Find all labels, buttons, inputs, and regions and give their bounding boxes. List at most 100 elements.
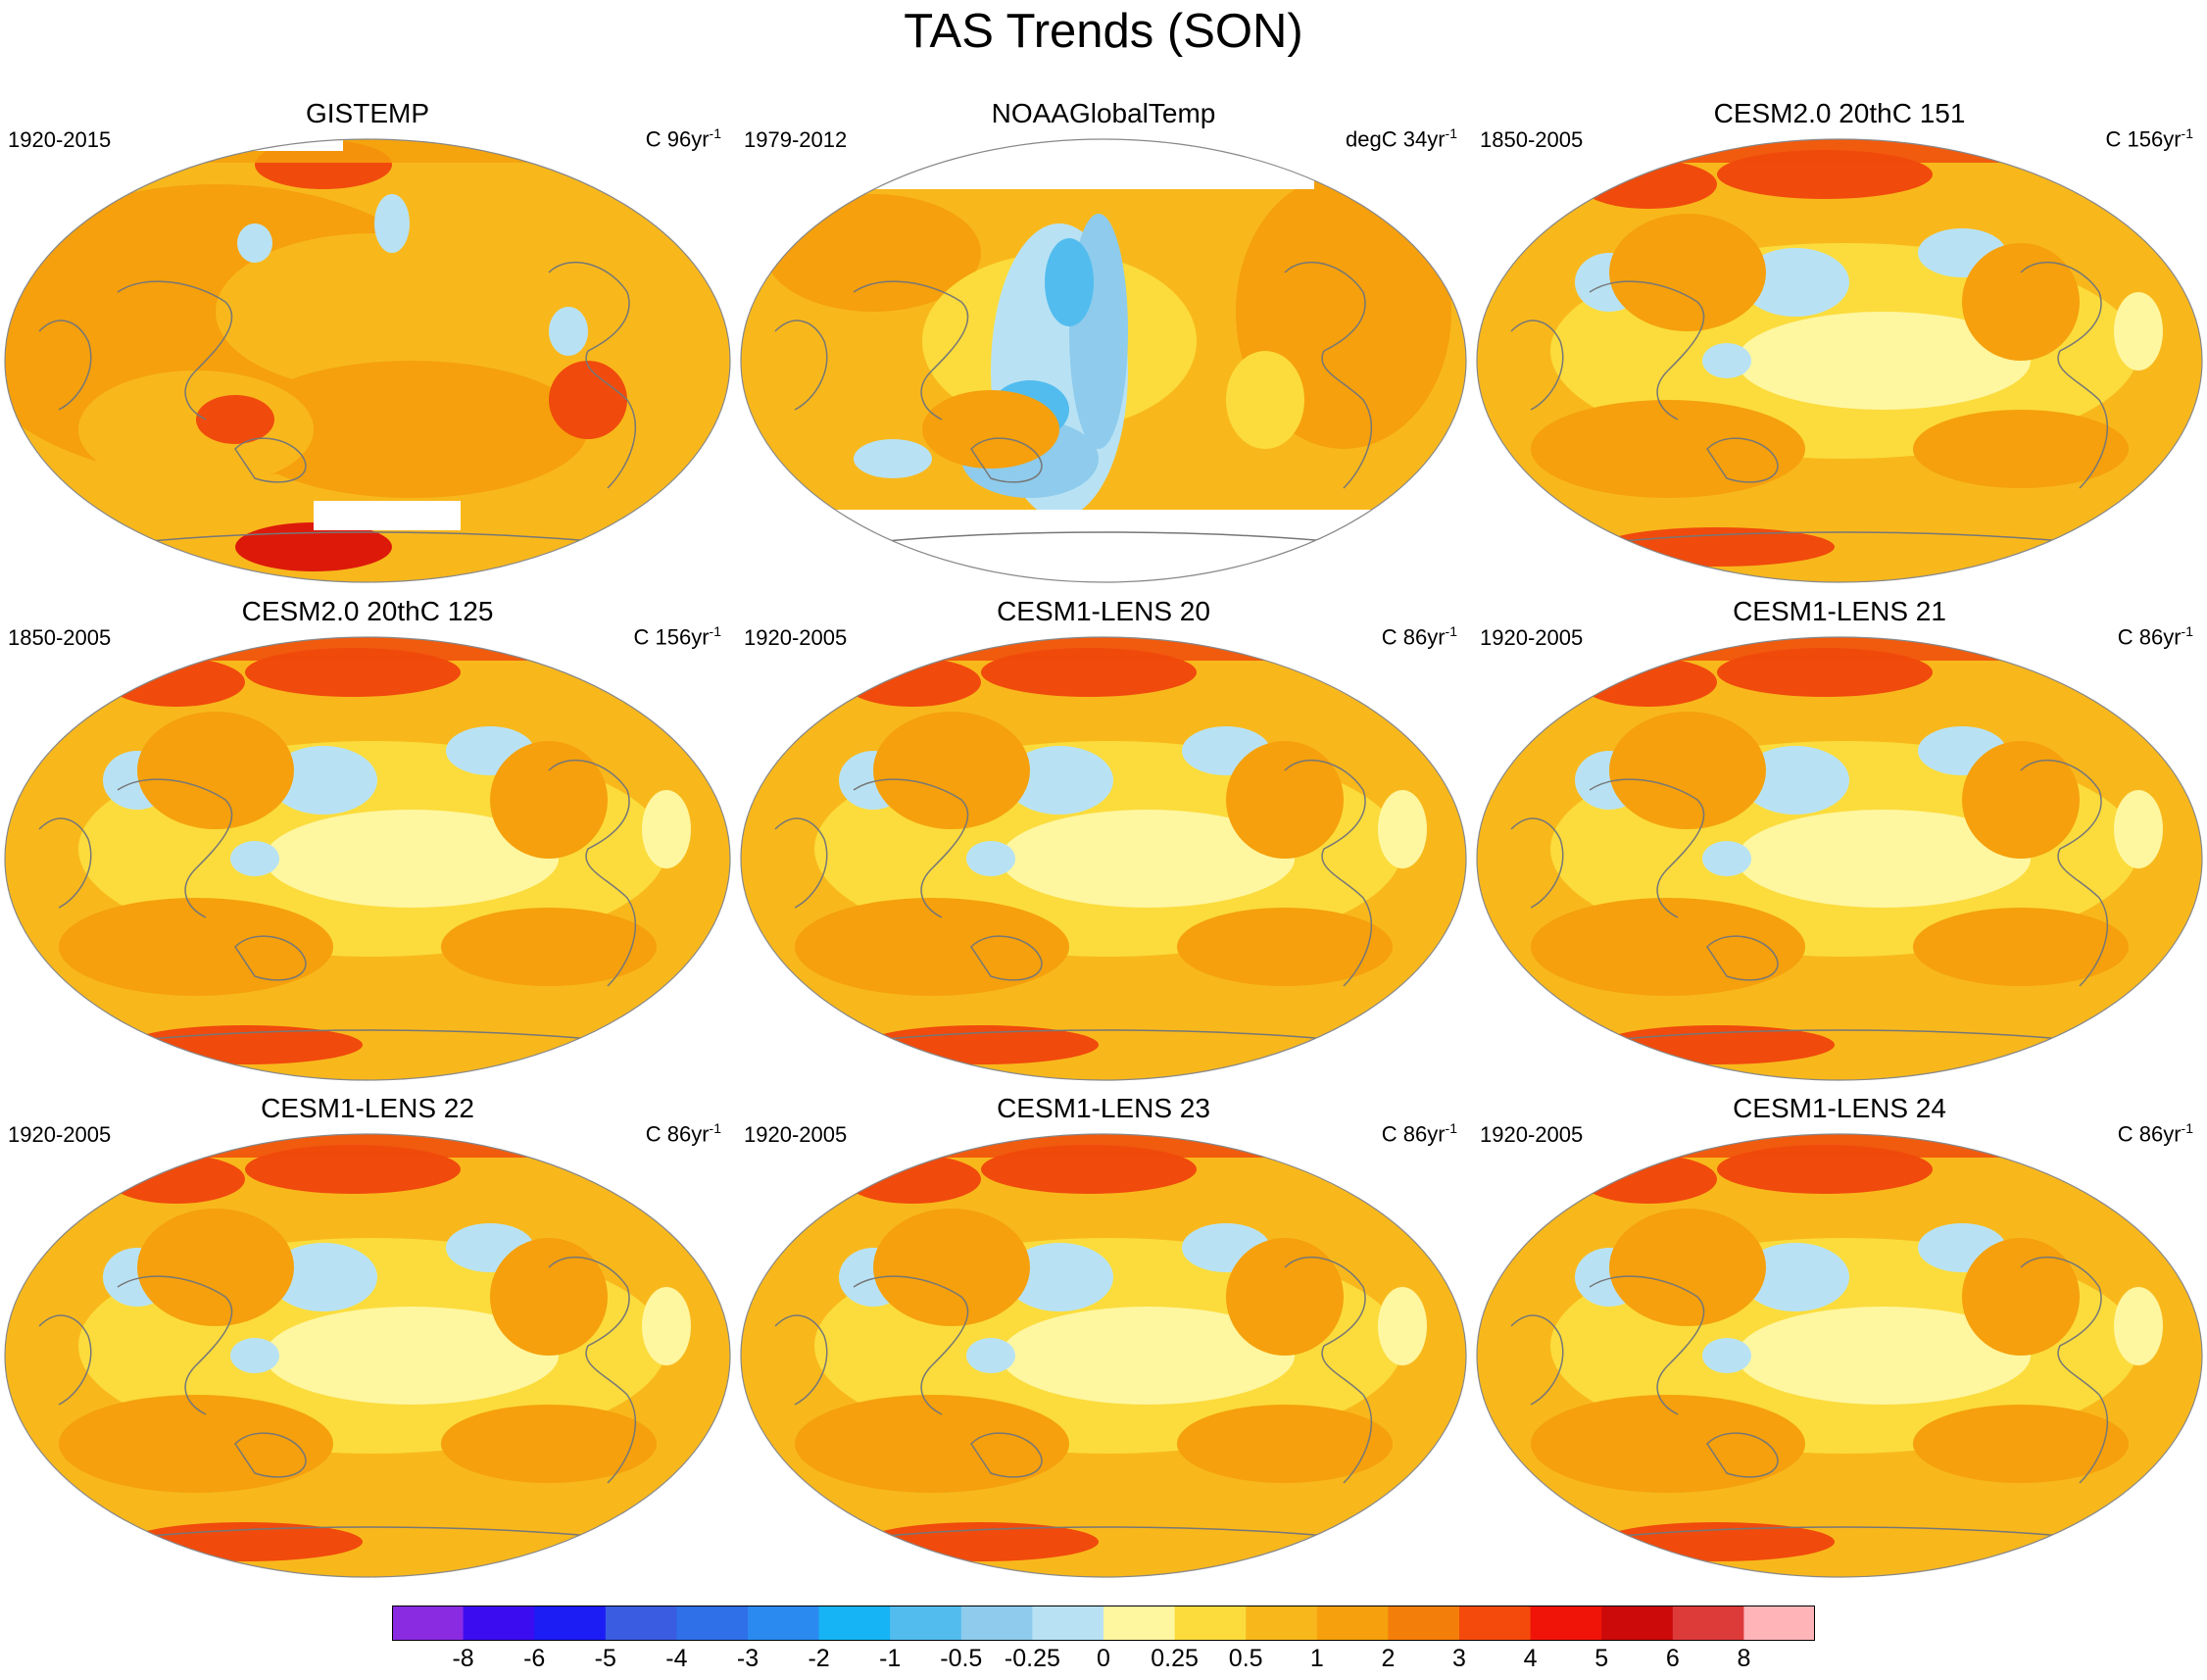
coastline (970, 437, 1043, 483)
units-label: degC 34yr-1 (1346, 125, 1457, 152)
colorbar-swatch (1388, 1606, 1460, 1641)
panel-cesm1-lens-23: CESM1-LENS 23 1920-2005 C 86yr-1 (736, 1091, 1471, 1581)
units-label: C 86yr-1 (645, 1120, 721, 1147)
coastline (833, 1029, 1384, 1046)
trend-region (1226, 741, 1344, 859)
coastline (234, 437, 307, 483)
colorbar-swatch (1104, 1606, 1176, 1641)
trend-region (1609, 1209, 1766, 1326)
trend-region (137, 1209, 294, 1326)
coastline (117, 778, 233, 918)
missing-data-antarctic (741, 510, 1466, 582)
map-outline (1476, 636, 2203, 1081)
colorbar-label: 0 (1097, 1645, 1110, 1672)
trend-region (108, 658, 245, 707)
colorbar-label: 4 (1523, 1645, 1538, 1672)
trend-region (549, 307, 588, 356)
panel-title: CESM1-LENS 24 (1733, 1093, 1946, 1123)
coastline (853, 280, 969, 420)
trend-region (642, 790, 691, 868)
colorbar-swatch (960, 1606, 1033, 1641)
missing-data-arctic (225, 139, 343, 151)
coastline (1569, 531, 2120, 548)
trend-region (265, 1307, 559, 1405)
trend-map (740, 1133, 1467, 1578)
coastline (2020, 261, 2108, 489)
coastline (97, 1526, 648, 1543)
trend-region (1001, 810, 1295, 908)
units-label: C 86yr-1 (1381, 1120, 1457, 1147)
trend-region (270, 1243, 377, 1311)
colorbar-label: -0.5 (940, 1645, 983, 1672)
colorbar-swatch (890, 1606, 962, 1641)
colorbar-swatch (1672, 1606, 1744, 1641)
colorbar-label: -3 (736, 1645, 760, 1672)
trend-region (844, 658, 981, 707)
trend-region (1962, 243, 2080, 361)
coastline (548, 759, 636, 987)
coastline (1569, 1526, 2120, 1543)
trend-region (235, 361, 588, 498)
missing-data-antarctic (314, 501, 461, 530)
map-outline (4, 636, 731, 1081)
trend-region (1378, 790, 1427, 868)
panel-title: CESM1-LENS 21 (1733, 596, 1946, 626)
panel-cesm2-151: CESM2.0 20thC 151 1850-2005 C 156yr-1 (1472, 96, 2207, 586)
trend-region (1226, 351, 1304, 449)
colorbar-label: 8 (1737, 1645, 1751, 1672)
missing-data-arctic (873, 139, 1314, 189)
trend-region (230, 1338, 279, 1373)
trend-field (741, 637, 1466, 1064)
trend-region (137, 712, 294, 829)
coastline (1706, 1432, 1779, 1478)
colorbar-swatch (818, 1606, 891, 1641)
coastline (774, 1314, 828, 1406)
panel-title: CESM2.0 20thC 125 (241, 596, 494, 626)
trend-region (1737, 1307, 2031, 1405)
coastline (38, 320, 92, 411)
colorbar-swatch (392, 1606, 465, 1641)
panel-gistemp: GISTEMP 1920-2015 C 96yr-1 (0, 96, 735, 586)
period-label: 1920-2005 (1480, 625, 1584, 650)
trend-region (1531, 898, 1805, 996)
colorbar-swatch (1316, 1606, 1389, 1641)
coastline (1589, 280, 1705, 420)
coastline (2020, 1256, 2108, 1484)
coastline (853, 778, 969, 918)
trend-field (5, 139, 730, 571)
coastline (1284, 261, 1372, 489)
trend-region (265, 810, 559, 908)
colorbar-label: 0.5 (1228, 1645, 1263, 1672)
colorbar-label: 1 (1309, 1645, 1324, 1672)
trend-region (2114, 1287, 2163, 1365)
panel-title: CESM1-LENS 23 (997, 1093, 1210, 1123)
colorbar-label: 0.25 (1151, 1645, 1199, 1672)
trend-region (1702, 841, 1751, 876)
trend-region (966, 1338, 1015, 1373)
colorbar-label: 3 (1452, 1645, 1466, 1672)
trend-region (1177, 908, 1393, 986)
trend-map (1476, 138, 2203, 583)
colorbar-label: -0.25 (1004, 1645, 1060, 1672)
panel-cesm1-lens-21: CESM1-LENS 21 1920-2005 C 86yr-1 (1472, 594, 2207, 1084)
panel-title: CESM1-LENS 22 (261, 1093, 474, 1123)
panel-cesm1-lens-22: CESM1-LENS 22 1920-2005 C 86yr-1 (0, 1091, 735, 1581)
units-label: C 156yr-1 (2105, 125, 2194, 152)
colorbar-swatch (1530, 1606, 1602, 1641)
coastline (1510, 817, 1564, 909)
trend-region (1962, 741, 2080, 859)
colorbar (392, 1606, 1815, 1641)
trend-region (1737, 312, 2031, 410)
units-label: C 86yr-1 (1381, 623, 1457, 650)
trend-region (1702, 1338, 1751, 1373)
trend-field (5, 1134, 730, 1561)
coastline (1589, 778, 1705, 918)
trend-region (873, 712, 1030, 829)
coastline (117, 1275, 233, 1415)
map-outline (1476, 1133, 2203, 1578)
period-label: 1850-2005 (1480, 127, 1584, 152)
period-label: 1920-2015 (8, 127, 112, 152)
trend-region (1580, 1155, 1717, 1204)
trend-region (1702, 343, 1751, 378)
trend-region (441, 908, 657, 986)
